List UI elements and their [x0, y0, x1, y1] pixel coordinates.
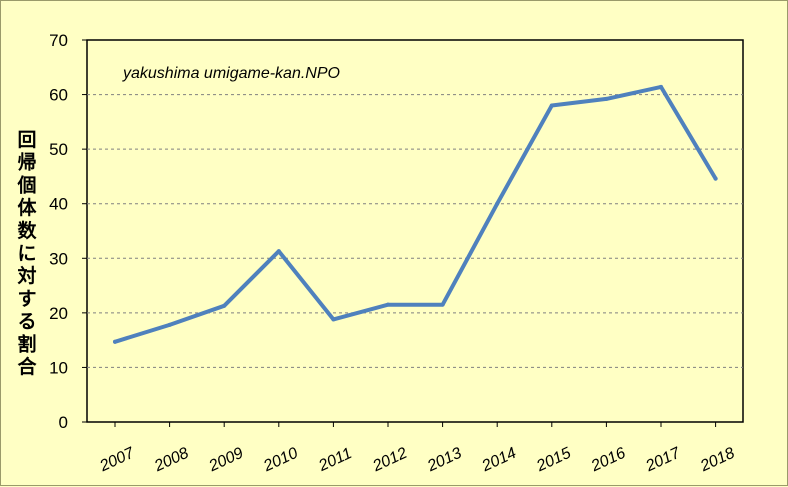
x-tick-label: 2011 [315, 445, 354, 475]
data-point [659, 84, 663, 89]
series-layer [113, 84, 718, 344]
data-point [549, 103, 554, 108]
x-tick-label: 2018 [697, 445, 737, 476]
y-tick-label: 20 [49, 304, 68, 323]
x-tick-label: 2010 [260, 445, 300, 476]
y-tick-label: 0 [59, 413, 68, 432]
data-point [167, 322, 172, 327]
y-tick-label: 40 [49, 195, 68, 214]
data-point [440, 302, 445, 307]
data-point [713, 176, 718, 181]
data-point [495, 201, 500, 206]
y-tick-label: 60 [49, 86, 68, 105]
x-tick-label: 2009 [206, 445, 246, 476]
y-tick-label: 30 [49, 249, 68, 268]
x-tick-label: 2017 [642, 444, 683, 475]
data-point [604, 96, 609, 101]
x-tick-label: 2007 [96, 444, 137, 475]
x-tick-label: 2016 [588, 445, 628, 476]
data-point [331, 317, 336, 322]
y-tick-label: 50 [49, 140, 68, 159]
y-axis-label: 回帰個体数に対する割合 [16, 129, 37, 378]
data-point [222, 303, 227, 308]
y-tick-label: 10 [49, 358, 68, 377]
data-point [113, 339, 117, 344]
x-tick-label: 2012 [369, 445, 409, 476]
x-tick-label: 2014 [479, 445, 519, 476]
y-axis-ticks: 0 10 20 30 40 50 60 70 [49, 31, 87, 432]
series-line [113, 84, 718, 344]
x-axis-ticks: 2007 2008 2009 2010 2011 2012 2013 2014 2015 2016… [96, 422, 738, 476]
x-tick-label: 2015 [533, 445, 573, 476]
data-point [276, 249, 281, 254]
x-tick-label: 2008 [151, 445, 191, 476]
chart-annotation: yakushima umigame-kan.NPO [122, 65, 340, 82]
data-point [386, 302, 390, 307]
y-tick-label: 70 [49, 31, 68, 50]
plot-area [86, 39, 744, 423]
x-tick-label: 2013 [424, 445, 464, 476]
